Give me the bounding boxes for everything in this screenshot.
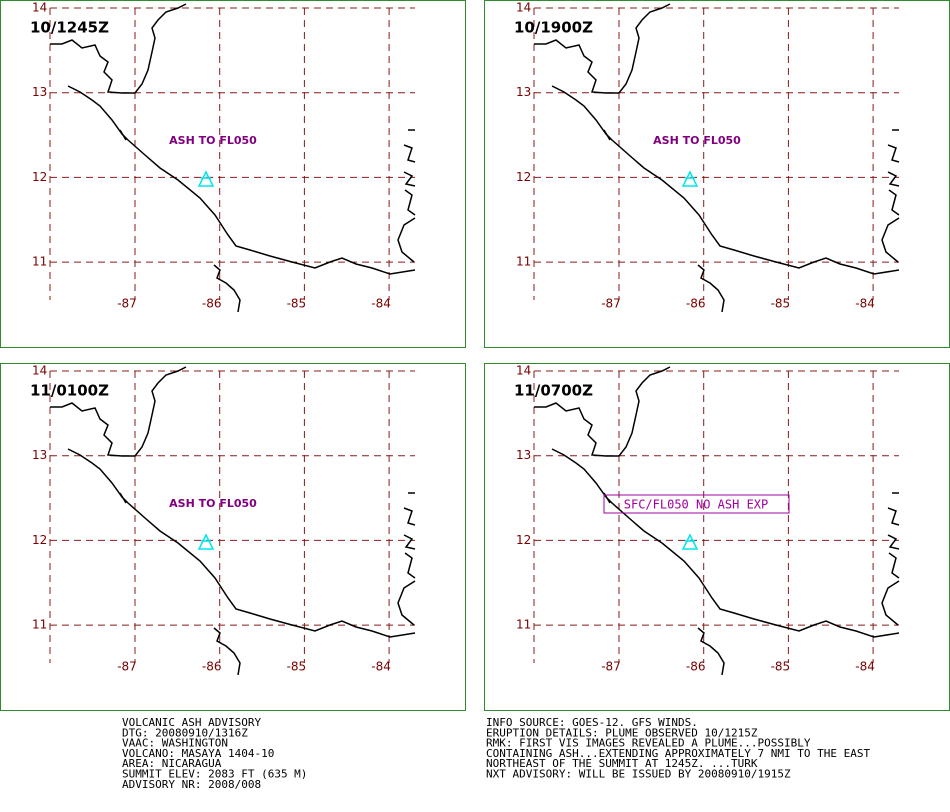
map-panel: 14 13 12 11 -87 -86 -85 -84 10/1900Z ASH TO FL050 <box>484 0 950 348</box>
lat-label: 12 <box>32 533 47 547</box>
lon-label: -84 <box>371 297 391 311</box>
footer-line: AREA: NICARAGUA <box>122 757 222 770</box>
footer-line: NORTHEAST OF THE SUMMIT AT 1245Z. ...TUR… <box>486 757 758 770</box>
lon-label: -87 <box>601 660 621 674</box>
ash-annotation: ASH TO FL050 <box>169 497 257 510</box>
lon-label: -85 <box>771 297 791 311</box>
lon-label: -84 <box>371 660 391 674</box>
footer-line: DTG: 20080910/1316Z <box>122 726 248 739</box>
lat-label: 14 <box>32 364 47 378</box>
footer-line: NXT ADVISORY: WILL BE ISSUED BY 20080910… <box>486 768 791 781</box>
map-panel: 14 13 12 11 -87 -86 -85 -84 11/0700Z SFC/FL050 NO… <box>484 363 950 711</box>
lat-label: 13 <box>516 448 531 462</box>
valid-time: 10/1245Z <box>30 19 109 37</box>
lon-label: -87 <box>601 297 621 311</box>
panel-border <box>484 0 950 348</box>
lon-label: -86 <box>686 297 706 311</box>
lon-label: -86 <box>202 297 222 311</box>
lon-label: -84 <box>855 660 875 674</box>
lat-label: 11 <box>32 255 47 269</box>
footer-line: ERUPTION DETAILS: PLUME OBSERVED 10/1215… <box>486 726 758 739</box>
lat-label: 11 <box>32 618 47 632</box>
ash-annotation: ASH TO FL050 <box>169 134 257 147</box>
lat-label: 14 <box>516 1 531 15</box>
footer-line: VOLCANO: MASAYA 1404-10 <box>122 747 274 760</box>
footer-line: RMK: FIRST VIS IMAGES REVEALED A PLUME..… <box>486 737 811 750</box>
ash-annotation: ASH TO FL050 <box>653 134 741 147</box>
lon-label: -84 <box>855 297 875 311</box>
lat-label: 11 <box>516 255 531 269</box>
lon-label: -85 <box>771 660 791 674</box>
ash-annotation: SFC/FL050 NO ASH EXP <box>624 498 769 512</box>
lat-label: 13 <box>516 85 531 99</box>
panel-border <box>0 0 466 348</box>
map-panel: 14 13 12 11 -87 -86 -85 -84 10/1245Z ASH TO FL050 <box>0 0 466 348</box>
footer-line: CONTAINING ASH...EXTENDING APPROXIMATELY… <box>486 747 870 760</box>
lat-label: 12 <box>32 170 47 184</box>
lat-label: 13 <box>32 85 47 99</box>
panels: 14 13 12 11 -87 -86 -85 -84 10/1245Z ASH TO FL050… <box>0 0 950 711</box>
lat-label: 14 <box>516 364 531 378</box>
valid-time: 11/0100Z <box>30 382 109 400</box>
footer-line: INFO SOURCE: GOES-12. GFS WINDS. <box>486 716 698 729</box>
lon-label: -87 <box>117 297 137 311</box>
lon-label: -86 <box>686 660 706 674</box>
panel-border <box>0 363 466 711</box>
lon-label: -85 <box>287 297 307 311</box>
footer-line: VOLCANIC ASH ADVISORY <box>122 716 261 729</box>
panel-border <box>484 363 950 711</box>
valid-time: 10/1900Z <box>514 19 593 37</box>
lon-label: -87 <box>117 660 137 674</box>
lat-label: 12 <box>516 170 531 184</box>
lon-label: -86 <box>202 660 222 674</box>
lat-label: 13 <box>32 448 47 462</box>
valid-time: 11/0700Z <box>514 382 593 400</box>
annotation-box <box>603 494 790 514</box>
footer-line: VAAC: WASHINGTON <box>122 737 228 750</box>
lat-label: 11 <box>516 618 531 632</box>
map-panel: 14 13 12 11 -87 -86 -85 -84 11/0100Z ASH TO FL050 <box>0 363 466 711</box>
footer-line: ADVISORY NR: 2008/008 <box>122 778 261 791</box>
footer-line: SUMMIT ELEV: 2083 FT (635 M) <box>122 768 307 781</box>
lon-label: -85 <box>287 660 307 674</box>
lat-label: 12 <box>516 533 531 547</box>
lat-label: 14 <box>32 1 47 15</box>
